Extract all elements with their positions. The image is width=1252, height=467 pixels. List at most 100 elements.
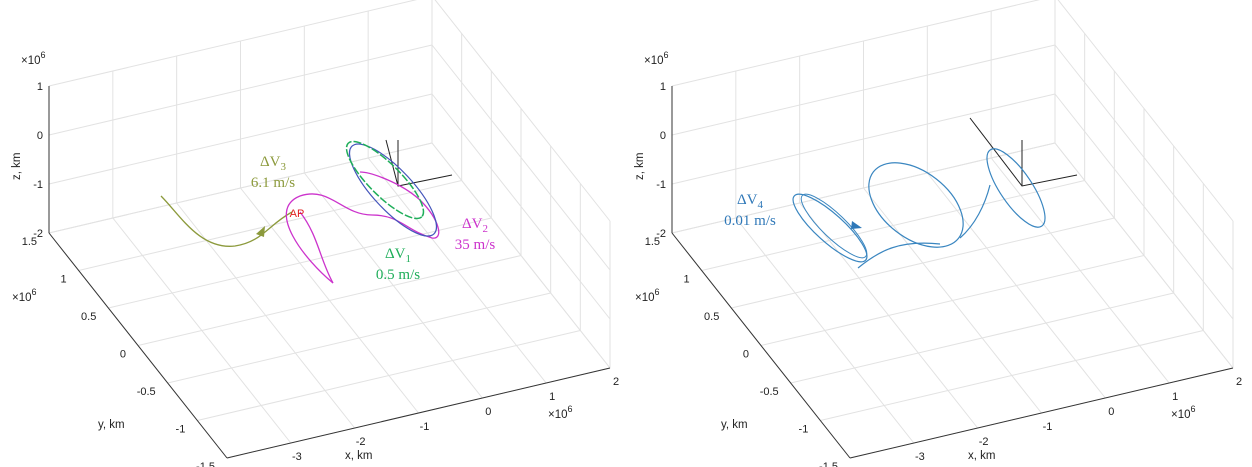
x-tick-label: -2 — [356, 436, 366, 448]
annotation-ap: AP — [290, 208, 305, 220]
annotation-dv3-value: 6.1 m/s — [251, 175, 295, 191]
grid-line — [701, 180, 1085, 271]
x-axis-label: x, km — [968, 450, 995, 462]
x-tick-label: -3 — [292, 451, 302, 463]
x-tick-label: 1 — [1172, 391, 1178, 403]
x-exponent-label: ×106 — [548, 404, 573, 421]
grid-line — [48, 0, 418, 87]
y-tick-label: 1.5 — [22, 236, 37, 248]
y-tick-label: 0.5 — [81, 311, 96, 323]
annotation-dv4-symbol: ΔV4 — [737, 192, 763, 211]
y-exponent-label: ×106 — [635, 287, 660, 304]
x-tick-label: 0 — [1108, 406, 1114, 418]
y-tick-label: -1.5 — [196, 461, 215, 467]
grid-line — [431, 93, 611, 320]
grid-line — [671, 44, 1056, 136]
trajectory-leg-3 — [160, 195, 293, 247]
x-tick-label: 0 — [485, 406, 491, 418]
y-tick-label: -1 — [799, 424, 809, 436]
z-tick-label: 0 — [37, 130, 43, 142]
annotation-dv1-value: 0.5 m/s — [376, 267, 420, 283]
x-tick-label: 1 — [549, 391, 555, 403]
x-axis-label: x, km — [345, 450, 372, 462]
z-tick-label: -2 — [656, 228, 666, 240]
orbit-outer — [348, 143, 438, 237]
trajectory-loop-2 — [868, 162, 964, 248]
grid-line — [731, 217, 1115, 309]
x-tick-label: 2 — [1236, 376, 1242, 388]
x-tick-label: -1 — [1043, 421, 1053, 433]
grid-line — [760, 255, 1145, 346]
annotation-dv3-symbol: ΔV3 — [260, 154, 286, 173]
y-tick-label: -0.5 — [137, 386, 156, 398]
z-axis-label: z, km — [634, 153, 646, 180]
x-exponent-label: ×106 — [1171, 404, 1196, 421]
axes — [48, 86, 611, 459]
y-tick-label: 0.5 — [704, 311, 719, 323]
y-axis-line — [671, 232, 851, 459]
y-axis-line — [48, 232, 228, 459]
annotation-dv2-symbol: ΔV2 — [462, 216, 488, 235]
grid-line — [78, 180, 462, 271]
annotation-dv4: ΔV4 0.01 m/s — [724, 192, 776, 229]
x-axis-line — [849, 367, 1234, 459]
y-tick-label: -0.5 — [760, 386, 779, 398]
annotation-dv1: ΔV1 0.5 m/s — [376, 246, 420, 283]
z-tick-label: -1 — [656, 179, 666, 191]
y-tick-label: 1 — [61, 274, 67, 286]
grid-line — [48, 93, 433, 185]
y-exponent-label: ×106 — [12, 287, 37, 304]
trajectory-series — [160, 139, 453, 284]
grid-line — [1054, 44, 1234, 271]
direction-arrow — [256, 226, 265, 237]
grid-line — [431, 142, 611, 369]
grid-line — [671, 0, 1041, 87]
z-tick-label: 0 — [660, 130, 666, 142]
trajectory-series — [792, 117, 1078, 269]
grid-line — [790, 292, 1174, 384]
grid-line — [1054, 93, 1234, 320]
z-axis-label: z, km — [11, 153, 23, 180]
z-exponent-label: ×106 — [21, 50, 46, 67]
y-tick-label: 0 — [120, 349, 126, 361]
reference-frame-mark — [969, 117, 1078, 187]
y-tick-label: -1 — [176, 424, 186, 436]
grid-line — [167, 292, 551, 384]
y-tick-label: 0 — [743, 349, 749, 361]
annotations: ΔV4 0.01 m/s — [724, 192, 776, 229]
grid-line — [197, 330, 581, 421]
x-tick-label: -2 — [979, 436, 989, 448]
x-axis-line — [226, 367, 611, 459]
y-axis-label: y, km — [721, 419, 748, 431]
grid — [48, 0, 611, 459]
grid-line — [671, 142, 1056, 234]
reference-frame-mark — [385, 139, 453, 187]
y-tick-label: -1.5 — [819, 461, 838, 467]
grid-line — [431, 44, 611, 271]
axes — [671, 86, 1234, 459]
y-axis-label: y, km — [98, 419, 125, 431]
trajectory-loop-1 — [792, 193, 868, 263]
grid-line — [1054, 142, 1234, 369]
annotation-dv1-symbol: ΔV1 — [385, 246, 411, 265]
y-tick-label: 1.5 — [645, 236, 660, 248]
z-tick-label: 1 — [660, 81, 666, 93]
grid-line — [48, 142, 433, 234]
annotation-dv3: ΔV3 6.1 m/s — [251, 154, 295, 191]
trajectory-loop-3 — [986, 148, 1046, 228]
grid-line — [137, 255, 522, 346]
z-tick-label: -1 — [33, 179, 43, 191]
grid-line — [108, 217, 492, 309]
annotation-dv4-value: 0.01 m/s — [724, 213, 776, 229]
grid-line — [48, 44, 433, 136]
direction-arrow — [851, 221, 862, 229]
z-tick-label: 1 — [37, 81, 43, 93]
y-tick-label: 1 — [684, 274, 690, 286]
trajectory-leg-2b — [299, 211, 334, 284]
annotation-dv2: ΔV2 35 m/s — [455, 216, 496, 253]
x-tick-label: -3 — [915, 451, 925, 463]
trajectory-leg-2 — [285, 171, 440, 284]
